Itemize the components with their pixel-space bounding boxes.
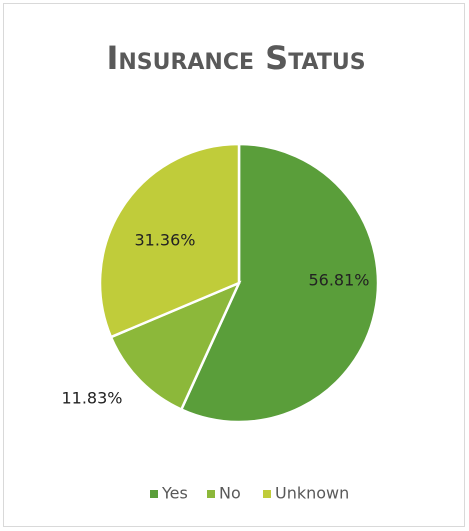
legend-label: Unknown [275,484,349,503]
pie-slice [179,142,380,424]
pie-slice [109,280,242,412]
data-label: 11.83% [61,389,122,408]
data-label: 56.81% [308,271,369,290]
legend-swatch [207,490,215,498]
pie-slice [98,142,241,339]
data-label: 31.36% [134,231,195,250]
legend-label: Yes [161,484,188,503]
chart-title: Insurance Status [106,39,365,77]
legend-swatch [263,490,271,498]
legend-label: No [219,484,241,503]
legend-swatch [150,490,158,498]
